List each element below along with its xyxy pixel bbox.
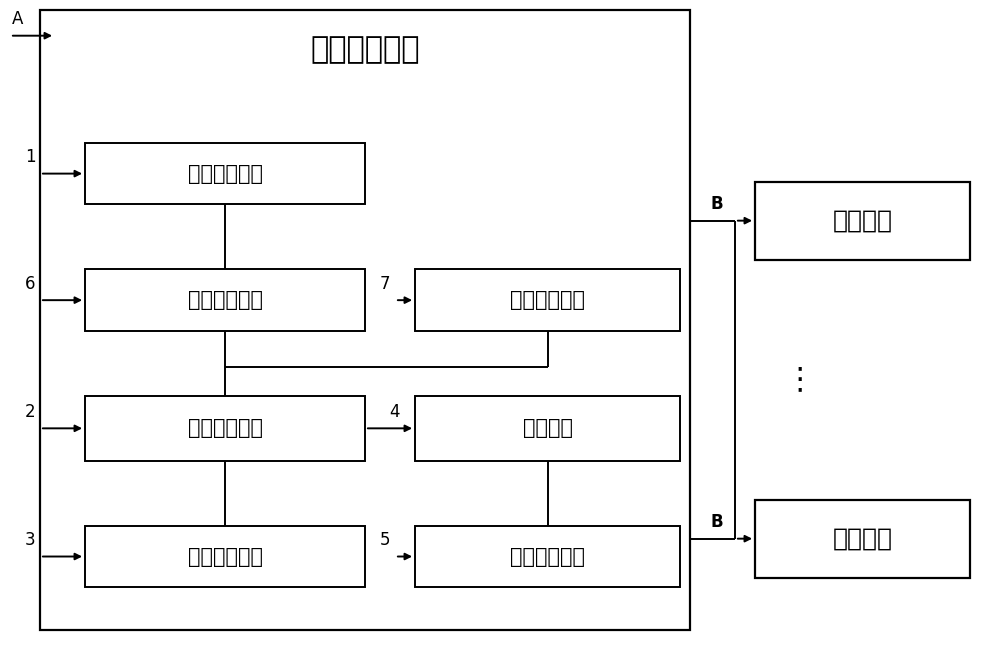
Text: A: A	[12, 10, 24, 29]
Bar	[755, 500, 970, 578]
Text: 5: 5	[380, 532, 390, 549]
Bar	[85, 269, 365, 331]
Text: 信息发布单元: 信息发布单元	[188, 546, 262, 567]
Text: 回收寄售系统: 回收寄售系统	[310, 36, 420, 64]
Text: 7: 7	[380, 275, 390, 293]
Text: 存储管理单元: 存储管理单元	[510, 290, 585, 310]
Text: 信息回收单元: 信息回收单元	[188, 164, 262, 184]
Bar	[85, 143, 365, 204]
Text: 信息存储单元: 信息存储单元	[188, 419, 262, 438]
Text: ⋮: ⋮	[785, 365, 815, 394]
Bar	[415, 396, 680, 461]
Bar	[40, 10, 690, 630]
Text: 6: 6	[25, 275, 35, 293]
Bar	[415, 526, 680, 587]
Text: 2: 2	[25, 403, 35, 421]
Text: 1: 1	[25, 149, 35, 166]
Bar	[755, 182, 970, 260]
Text: 客户终端: 客户终端	[832, 209, 893, 232]
Bar	[85, 396, 365, 461]
Text: 客户终端: 客户终端	[832, 527, 893, 550]
Text: 4: 4	[390, 403, 400, 421]
Bar	[415, 269, 680, 331]
Text: 转让单元: 转让单元	[522, 419, 572, 438]
Text: 金额结算单元: 金额结算单元	[510, 546, 585, 567]
Text: 信息验证单元: 信息验证单元	[188, 290, 262, 310]
Text: B: B	[711, 195, 723, 214]
Text: B: B	[711, 513, 723, 532]
Bar	[85, 526, 365, 587]
Text: 3: 3	[25, 532, 35, 549]
